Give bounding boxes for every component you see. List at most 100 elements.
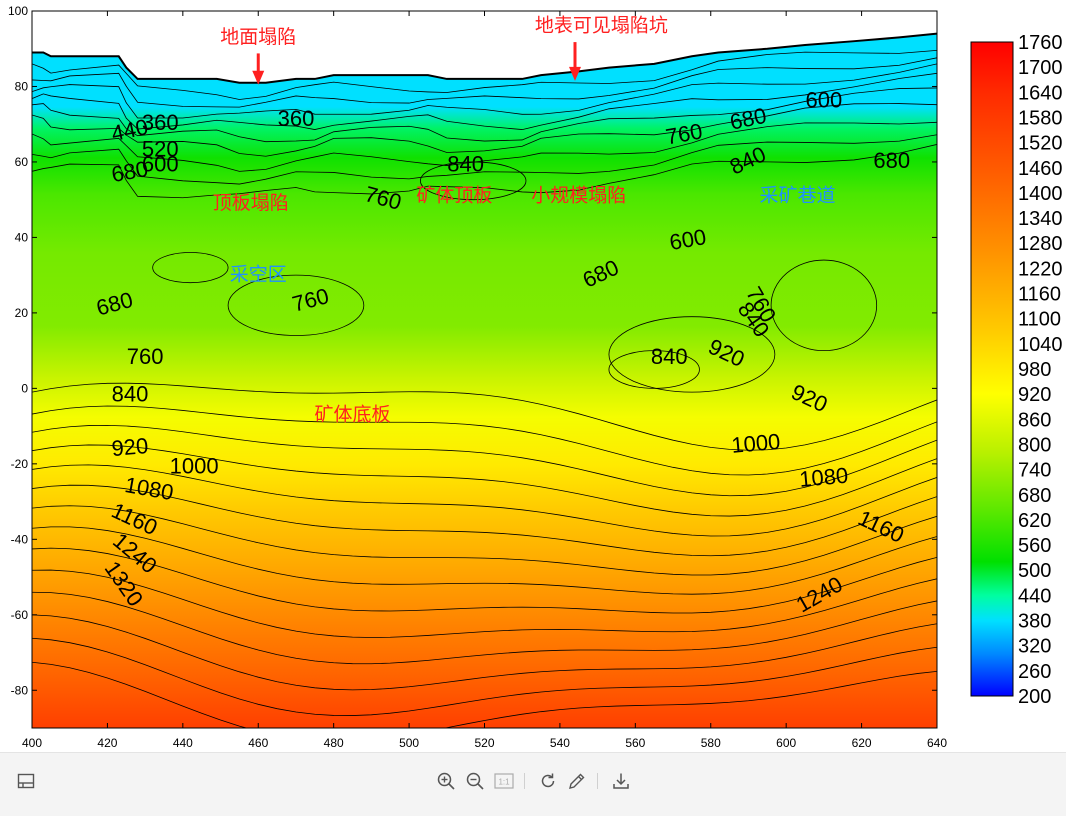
contour-line [32, 424, 937, 497]
annotation-label: 顶板塌陷 [213, 192, 289, 214]
x-tick-label: 520 [474, 736, 494, 750]
contour-loop [770, 259, 878, 352]
y-tick-label: -20 [11, 457, 29, 471]
y-tick-label: 20 [15, 306, 29, 320]
contour-loop [152, 252, 229, 284]
toolbar-divider [597, 773, 598, 789]
contour-line [32, 144, 937, 199]
colorbar-label: 1100 [1018, 309, 1061, 331]
y-tick-label: -60 [11, 608, 29, 622]
colorbar-label: 1400 [1018, 183, 1063, 205]
contour-label: 840 [112, 382, 149, 407]
colorbar-label: 1700 [1018, 57, 1063, 79]
ground-surface-line [32, 32, 937, 84]
window-layout-icon[interactable] [14, 769, 38, 793]
x-tick-label: 560 [625, 736, 645, 750]
contour-line [32, 134, 937, 185]
toolbar-divider [524, 773, 525, 789]
x-tick-label: 620 [852, 736, 872, 750]
colorbar-label: 380 [1018, 611, 1051, 633]
contour-line [32, 121, 937, 172]
y-tick-label: 100 [8, 4, 28, 18]
contour-line [32, 637, 937, 716]
contour-loop [227, 274, 365, 336]
contour-label: 360 [278, 106, 315, 131]
colorbar-label: 620 [1018, 510, 1051, 532]
x-tick-label: 440 [173, 736, 193, 750]
colorbar-label: 1340 [1018, 208, 1063, 230]
download-icon[interactable] [609, 769, 633, 793]
image-viewer: 360 360 440 520 600 680 840 760 760 680 600 840 680 6… [7, 4, 1063, 750]
y-tick-label: -80 [11, 683, 29, 697]
contour-loop [419, 161, 527, 201]
annotation-arrowhead [252, 70, 265, 85]
zoom-out-icon[interactable] [463, 769, 487, 793]
colorbar-label: 1280 [1018, 233, 1063, 255]
contour-line [32, 103, 937, 157]
colorbar-label: 800 [1018, 434, 1051, 456]
colorbar-label: 1640 [1018, 82, 1063, 104]
contour-label: 1080 [798, 463, 849, 492]
contour-label: 1000 [730, 429, 781, 458]
contour-line [32, 87, 937, 143]
colorbar-bar [970, 41, 1014, 697]
colorbar-label: 260 [1018, 661, 1051, 683]
zoom-in-icon[interactable] [434, 769, 458, 793]
contour-line [32, 382, 937, 451]
annotation-label: 地面塌陷 [220, 26, 296, 48]
contour-line [32, 614, 937, 691]
contour-label: 600 [806, 87, 843, 112]
colorbar-label: 1040 [1018, 334, 1063, 356]
contour-line [32, 72, 937, 130]
contour-label: 600 [142, 152, 179, 177]
colorbar-label: 200 [1018, 686, 1051, 708]
contour-line [32, 547, 937, 614]
contour-loop [608, 350, 700, 389]
viewer-toolbar: 1:1 [0, 752, 1066, 816]
annotation-label: 矿体底板 [315, 403, 391, 425]
contour-label: 920 [111, 433, 150, 461]
y-tick-label: -40 [11, 532, 29, 546]
x-tick-label: 460 [248, 736, 268, 750]
contour-line [32, 49, 937, 100]
colorbar-label: 440 [1018, 585, 1051, 607]
rotate-icon[interactable] [536, 769, 560, 793]
resistivity-field [32, 33, 937, 728]
y-tick-label: 40 [15, 230, 29, 244]
contour-loop [608, 316, 776, 393]
edit-icon[interactable] [565, 769, 589, 793]
actual-size-label: 1:1 [498, 778, 510, 787]
colorbar-label: 1760 [1018, 32, 1063, 54]
x-tick-label: 400 [22, 736, 42, 750]
colorbar-label: 1220 [1018, 258, 1063, 280]
colorbar-label: 1160 [1018, 284, 1061, 306]
contour-line [32, 526, 937, 595]
colorbar-label: 860 [1018, 409, 1051, 431]
annotation-label: 矿体顶板 [416, 184, 492, 206]
colorbar-label: 500 [1018, 560, 1051, 582]
annotation-arrowhead [569, 66, 581, 81]
x-tick-label: 580 [701, 736, 721, 750]
contour-line [32, 464, 937, 537]
actual-size-icon[interactable]: 1:1 [492, 769, 516, 793]
x-tick-label: 420 [97, 736, 117, 750]
contour-line [32, 484, 937, 557]
contour-line [32, 405, 937, 476]
contour-label: 760 [127, 344, 164, 369]
annotation-label: 小规模塌陷 [531, 184, 626, 206]
x-tick-label: 600 [776, 736, 796, 750]
x-tick-label: 640 [927, 736, 947, 750]
contour-line [32, 569, 937, 638]
contour-label: 520 [142, 136, 179, 161]
colorbar: 1760 1700 1640 1580 1520 1460 1400 1340 1280 1220… [970, 32, 1063, 708]
annotation-label: 采空区 [230, 264, 287, 286]
colorbar-label: 740 [1018, 460, 1051, 482]
x-tick-label: 500 [399, 736, 419, 750]
axes: 400 420 440 460 480 500 520 540 560 580 600 620 6401… [8, 4, 947, 750]
contour-label: 840 [651, 344, 688, 369]
annotation-label: 地表可见塌陷坑 [535, 15, 668, 37]
y-tick-label: 60 [15, 155, 29, 169]
colorbar-label: 320 [1018, 636, 1051, 658]
